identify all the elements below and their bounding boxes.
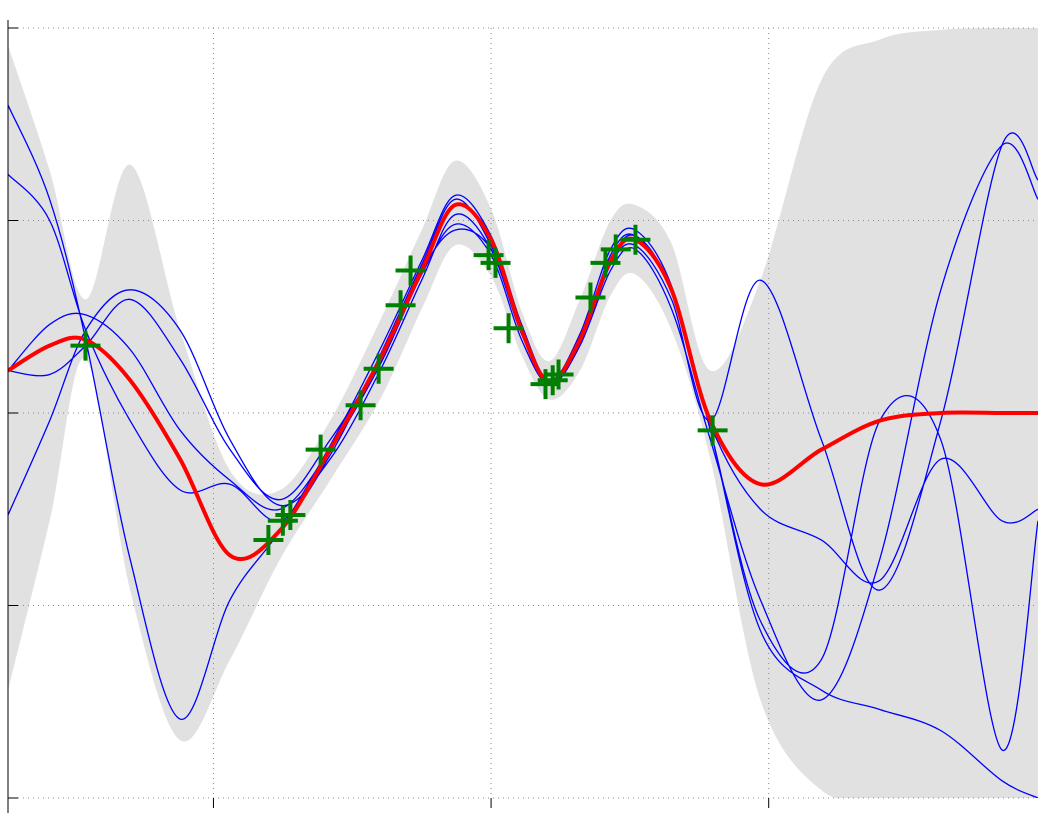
training-point bbox=[537, 365, 568, 396]
grid-layer bbox=[8, 27, 1038, 799]
training-point bbox=[480, 247, 511, 278]
training-point bbox=[385, 290, 416, 321]
training-point bbox=[473, 240, 504, 271]
training-point bbox=[267, 505, 298, 536]
training-point bbox=[345, 390, 376, 421]
training-point bbox=[70, 330, 101, 361]
training-point bbox=[620, 224, 651, 255]
training-point bbox=[275, 500, 306, 531]
training-point bbox=[697, 415, 728, 446]
training-point bbox=[600, 234, 631, 265]
training-point bbox=[253, 525, 284, 556]
training-point bbox=[575, 282, 606, 313]
training-point bbox=[543, 359, 574, 390]
training-point bbox=[395, 255, 426, 286]
training-point bbox=[305, 434, 336, 465]
axis-layer bbox=[7, 20, 770, 813]
point-layer bbox=[70, 224, 728, 556]
training-point bbox=[363, 353, 394, 384]
series-line bbox=[8, 202, 1038, 562]
training-point bbox=[493, 313, 524, 344]
band-layer bbox=[8, 28, 1038, 798]
confidence-band bbox=[8, 28, 1038, 798]
